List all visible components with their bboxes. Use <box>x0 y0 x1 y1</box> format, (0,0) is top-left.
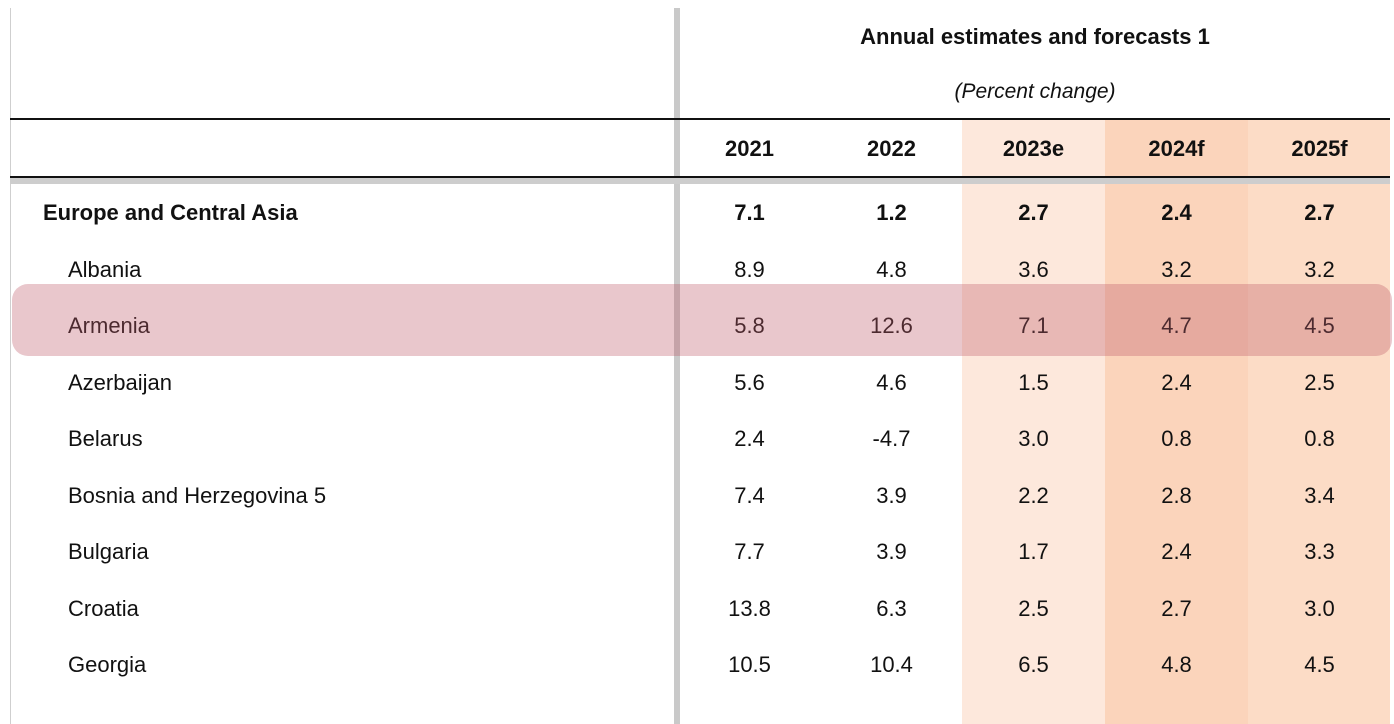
row-label: Albania <box>68 256 142 282</box>
forecast-2025-column-shade <box>1248 120 1390 724</box>
table-cell: 3.3 <box>1304 539 1335 564</box>
table-row: Armenia 5.8 12.6 7.1 4.7 4.5 <box>0 299 1394 355</box>
table-cell: 1.2 <box>876 200 907 225</box>
table-cell: 4.8 <box>1161 652 1192 677</box>
table-cell: -4.7 <box>872 426 911 451</box>
table-cell: 1.5 <box>1018 369 1049 395</box>
table-cell: 2.4 <box>1161 539 1192 564</box>
table-cell: 8.9 <box>734 256 765 282</box>
row-label: Bosnia and Herzegovina 5 <box>68 482 327 508</box>
table-cell: 4.8 <box>876 256 907 282</box>
table-row: Albania 8.9 4.8 3.6 3.2 3.2 <box>0 243 1394 299</box>
table-column-divider <box>674 8 680 724</box>
table-left-border <box>10 8 11 724</box>
column-header-2023e: 2023e <box>1002 136 1065 161</box>
row-label: Croatia <box>68 595 139 621</box>
table-cell: 7.4 <box>734 482 765 508</box>
table-cell: 2.7 <box>1018 200 1049 225</box>
table-cell: 3.4 <box>1304 482 1335 508</box>
table-cell: 3.9 <box>876 539 907 564</box>
table-subtitle: (Percent change) <box>954 80 1116 103</box>
table-cell: 4.6 <box>876 369 907 395</box>
column-header-2025f: 2025f <box>1291 136 1348 161</box>
estimate-column-shade <box>962 120 1105 724</box>
table-cell: 2.2 <box>1018 482 1049 508</box>
table-cell: 2.5 <box>1018 595 1049 621</box>
row-label: Azerbaijan <box>68 369 172 395</box>
table-row: Bulgaria 7.7 3.9 1.7 2.4 3.3 <box>0 525 1394 581</box>
row-label: Europe and Central Asia <box>43 200 298 225</box>
table-cell: 3.6 <box>1018 256 1049 282</box>
row-label: Armenia <box>68 313 150 338</box>
table-cell: 5.6 <box>734 369 765 395</box>
table-cell: 1.7 <box>1018 539 1049 564</box>
table-row: Bosnia and Herzegovina 5 7.4 3.9 2.2 2.8 3.4 <box>0 469 1394 525</box>
column-header-2022: 2022 <box>867 136 916 161</box>
table-cell: 2.5 <box>1304 369 1335 395</box>
header-top-rule <box>10 118 1390 120</box>
table-cell: 7.1 <box>734 200 765 225</box>
table-cell: 3.2 <box>1161 256 1192 282</box>
table-cell: 7.7 <box>734 539 765 564</box>
table-cell: 2.4 <box>1161 200 1192 225</box>
table-row: Georgia 10.5 10.4 6.5 4.8 4.5 <box>0 638 1394 694</box>
table-cell: 3.2 <box>1304 256 1335 282</box>
header-bottom-rule-grey <box>10 178 1390 184</box>
table-cell: 7.1 <box>1018 313 1049 338</box>
table-cell: 3.0 <box>1304 595 1335 621</box>
table-cell: 2.7 <box>1304 200 1335 225</box>
table-cell: 4.7 <box>1161 313 1192 338</box>
row-label: Belarus <box>68 426 143 451</box>
table-cell: 6.5 <box>1018 652 1049 677</box>
table-row: Azerbaijan 5.6 4.6 1.5 2.4 2.5 <box>0 356 1394 412</box>
table-cell: 2.4 <box>734 426 765 451</box>
table-row: Croatia 13.8 6.3 2.5 2.7 3.0 <box>0 582 1394 638</box>
header-bottom-rule <box>10 176 1390 178</box>
table-cell: 0.8 <box>1161 426 1192 451</box>
table-cell: 2.4 <box>1161 369 1192 395</box>
table-cell: 6.3 <box>876 595 907 621</box>
table-cell: 13.8 <box>728 595 771 621</box>
table-cell: 4.5 <box>1304 652 1335 677</box>
table-cell: 10.4 <box>870 652 913 677</box>
table-cell: 3.0 <box>1018 426 1049 451</box>
table-row: Europe and Central Asia 7.1 1.2 2.7 2.4 2.7 <box>0 186 1394 242</box>
table-cell: 4.5 <box>1304 313 1335 338</box>
column-header-2021: 2021 <box>725 136 774 161</box>
forecast-2024-column-shade <box>1105 120 1248 724</box>
table-cell: 10.5 <box>728 652 771 677</box>
table-cell: 12.6 <box>870 313 913 338</box>
table-title: Annual estimates and forecasts 1 <box>860 24 1210 49</box>
row-label: Bulgaria <box>68 539 149 564</box>
row-label: Georgia <box>68 652 147 677</box>
table-cell: 3.9 <box>876 482 907 508</box>
table-cell: 5.8 <box>734 313 765 338</box>
table-row: Belarus 2.4 -4.7 3.0 0.8 0.8 <box>0 412 1394 468</box>
table-cell: 2.7 <box>1161 595 1192 621</box>
table-cell: 0.8 <box>1304 426 1335 451</box>
table-cell: 2.8 <box>1161 482 1192 508</box>
column-header-2024f: 2024f <box>1148 136 1205 161</box>
